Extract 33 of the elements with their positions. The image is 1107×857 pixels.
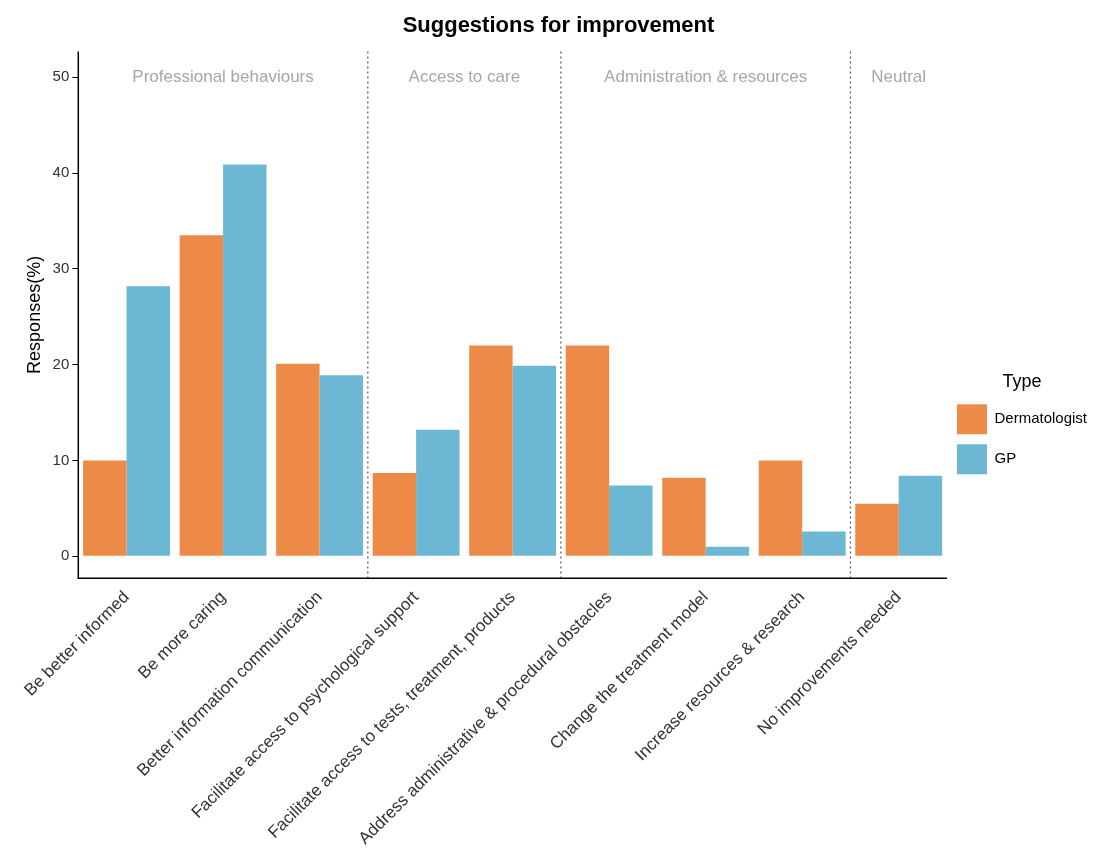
bar — [802, 531, 846, 556]
y-tick-label: 40 — [52, 163, 70, 181]
bar — [83, 460, 127, 556]
y-axis-title: Responses(%) — [23, 255, 44, 374]
annotation: Administration & resources — [604, 66, 808, 86]
bar — [276, 363, 320, 556]
y-tick-label: 0 — [60, 546, 70, 564]
bar — [898, 475, 943, 556]
annotation: Neutral — [871, 66, 927, 86]
y-tick-label: 50 — [52, 67, 70, 85]
bar — [758, 460, 803, 556]
annotation: Access to care — [408, 66, 521, 86]
bar — [372, 472, 417, 556]
legend-label: GP — [994, 449, 1017, 467]
bar — [855, 503, 899, 556]
bar — [469, 345, 513, 556]
bar — [179, 235, 224, 556]
annotation: Professional behaviours — [132, 66, 314, 86]
bar — [662, 477, 706, 556]
bar — [565, 345, 610, 556]
bar — [223, 164, 267, 556]
chart-title: Suggestions for improvement — [402, 12, 716, 38]
bar — [512, 365, 557, 556]
legend-label: Dermatologist — [994, 409, 1088, 427]
y-tick-label: 30 — [52, 259, 70, 277]
y-tick-label: 10 — [52, 450, 70, 468]
bar — [705, 546, 750, 556]
legend-title: Type — [1002, 370, 1042, 391]
bar — [416, 429, 460, 556]
bar — [609, 485, 653, 556]
bar — [319, 375, 364, 556]
y-tick-label: 20 — [52, 354, 70, 372]
bar — [126, 286, 170, 556]
